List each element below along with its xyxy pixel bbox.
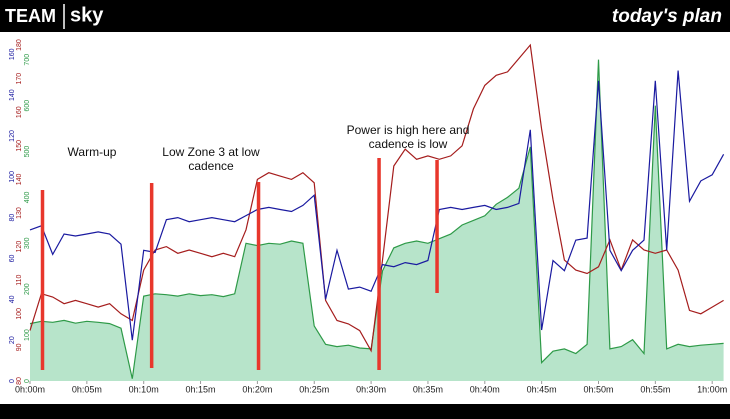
- area: [30, 59, 724, 381]
- y-tick-label: 500: [24, 146, 31, 158]
- annotation: Warm-up: [68, 145, 117, 159]
- y-tick-label: 170: [16, 73, 23, 85]
- y-tick-label: 90: [16, 343, 23, 351]
- x-tick-label: 0h:20m: [242, 384, 272, 394]
- y-tick-label: 110: [16, 275, 23, 286]
- annotation: Low Zone 3 at low: [162, 145, 260, 159]
- y-tick-label: 200: [24, 283, 31, 295]
- x-tick-label: 0h:35m: [413, 384, 443, 394]
- y-tick-label: 160: [9, 48, 16, 60]
- y-tick-label: 400: [24, 191, 31, 203]
- y-tick-label: 700: [24, 54, 31, 66]
- y-tick-label: 140: [9, 89, 16, 101]
- x-tick-label: 0h:55m: [640, 384, 670, 394]
- y-tick-label: 120: [16, 241, 23, 253]
- y-tick-label: 180: [16, 39, 23, 51]
- x-tick-label: 0h:25m: [299, 384, 329, 394]
- y-tick-label: 130: [16, 207, 23, 219]
- line: [29, 43, 724, 353]
- annotation: cadence: [188, 159, 234, 173]
- y-tick-label: 0: [9, 379, 16, 383]
- x-tick-label: 0h:45m: [527, 384, 557, 394]
- y-tick-label: 100: [24, 329, 31, 341]
- brand: TEAM: [5, 6, 56, 26]
- x-tick-label: 0h:10m: [129, 384, 159, 394]
- y-tick-label: 60: [9, 254, 16, 262]
- y-tick-label: 140: [16, 173, 23, 185]
- y-tick-label: 160: [16, 106, 23, 118]
- x-tick-label: 0h:05m: [72, 384, 102, 394]
- x-tick-label: 0h:15m: [186, 384, 216, 394]
- annotation: Power is high here and: [347, 123, 470, 137]
- brand-sub: sky: [70, 4, 104, 26]
- y-tick-label: 40: [9, 295, 16, 303]
- x-tick-label: 0h:00m: [15, 384, 45, 394]
- y-tick-label: 150: [16, 140, 23, 152]
- x-tick-label: 0h:30m: [356, 384, 386, 394]
- y-tick-label: 120: [9, 130, 16, 142]
- x-tick-label: 1h:00m: [697, 384, 727, 394]
- x-tick-label: 0h:50m: [583, 384, 613, 394]
- plot: 0204060801001201401600100200300400500600…: [9, 39, 727, 394]
- y-tick-label: 300: [24, 237, 31, 249]
- x-tick-label: 0h:40m: [470, 384, 500, 394]
- line: [29, 70, 725, 341]
- y-tick-label: 20: [9, 336, 16, 344]
- y-tick-label: 80: [9, 214, 16, 222]
- y-tick-label: 600: [24, 100, 31, 112]
- y-tick-label: 100: [16, 308, 23, 320]
- brand-right: today's plan: [612, 6, 722, 27]
- annotation: cadence is low: [369, 137, 448, 151]
- footer-bar: [0, 404, 730, 419]
- y-tick-label: 0: [24, 379, 31, 383]
- y-tick-label: 100: [9, 171, 16, 183]
- header-bar: [0, 0, 730, 32]
- y-tick-label: 80: [16, 377, 23, 385]
